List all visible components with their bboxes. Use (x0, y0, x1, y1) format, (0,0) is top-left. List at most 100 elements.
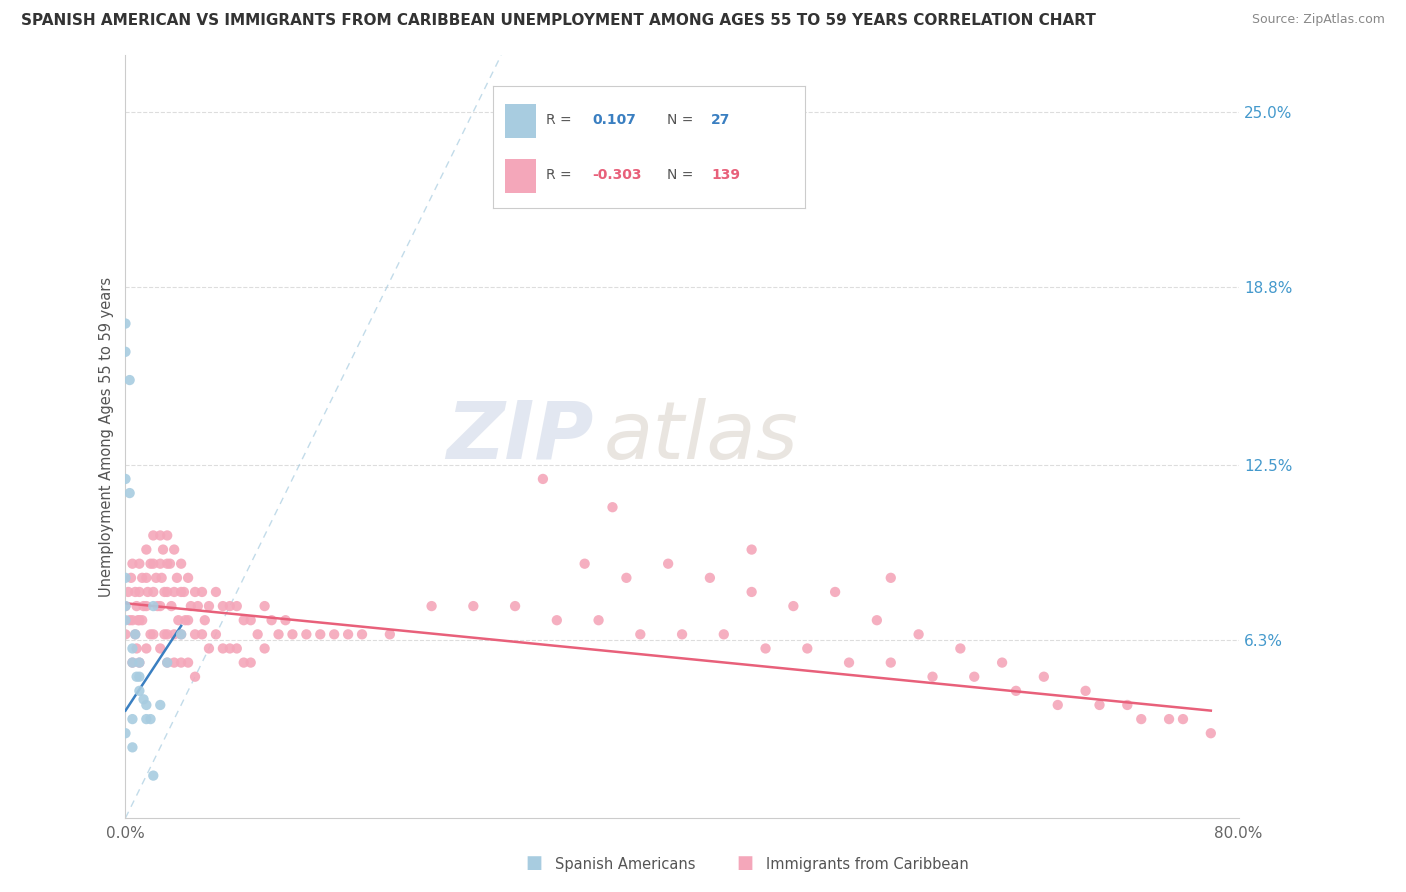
Point (177, 571, 200, 585)
Point (156, 585, 179, 599)
Point (531, 472, 554, 486)
Point (135, 599, 157, 613)
Point (880, 571, 903, 585)
Point (114, 571, 136, 585)
Point (118, 486, 141, 500)
Point (173, 585, 195, 599)
Point (156, 557, 179, 571)
Point (152, 542, 174, 557)
Point (921, 670, 943, 684)
Point (114, 613, 136, 627)
Point (232, 656, 254, 670)
Point (114, 726, 136, 740)
Point (212, 641, 235, 656)
Point (121, 656, 143, 670)
Point (180, 599, 202, 613)
Point (838, 656, 860, 670)
Point (170, 627, 193, 641)
Point (657, 557, 679, 571)
Text: SPANISH AMERICAN VS IMMIGRANTS FROM CARIBBEAN UNEMPLOYMENT AMONG AGES 55 TO 59 Y: SPANISH AMERICAN VS IMMIGRANTS FROM CARI… (21, 13, 1095, 29)
Point (127, 613, 149, 627)
Point (602, 500, 624, 515)
Point (253, 599, 276, 613)
Point (121, 712, 143, 726)
Point (671, 627, 693, 641)
Point (142, 557, 165, 571)
Point (142, 769, 165, 783)
Point (128, 683, 150, 698)
Point (232, 613, 254, 627)
Point (212, 599, 235, 613)
Point (170, 557, 193, 571)
Point (166, 571, 188, 585)
Point (135, 712, 157, 726)
Point (546, 613, 568, 627)
Point (142, 599, 165, 613)
Point (156, 656, 179, 670)
Point (267, 627, 290, 641)
Point (125, 599, 148, 613)
Point (128, 613, 150, 627)
Point (139, 627, 162, 641)
Point (128, 585, 150, 599)
Point (239, 656, 262, 670)
Point (128, 656, 150, 670)
Point (121, 740, 143, 755)
Point (191, 585, 214, 599)
Point (796, 641, 818, 656)
Point (114, 599, 136, 613)
Point (149, 698, 172, 712)
Point (782, 599, 804, 613)
Point (118, 373, 141, 387)
Point (323, 627, 346, 641)
Point (124, 627, 146, 641)
Point (1199, 726, 1222, 740)
Point (713, 627, 735, 641)
Point (198, 641, 221, 656)
Point (187, 599, 209, 613)
Text: ■: ■ (737, 855, 754, 872)
Text: Immigrants from Caribbean: Immigrants from Caribbean (766, 857, 969, 872)
Text: Spanish Americans: Spanish Americans (555, 857, 696, 872)
Point (463, 599, 485, 613)
Point (121, 613, 143, 627)
Point (153, 585, 176, 599)
Point (741, 585, 763, 599)
Point (163, 585, 186, 599)
Point (309, 627, 332, 641)
Point (146, 599, 169, 613)
Point (163, 627, 186, 641)
Point (218, 641, 240, 656)
Point (120, 571, 142, 585)
Point (1005, 683, 1028, 698)
Point (149, 528, 172, 542)
Point (194, 613, 217, 627)
Point (135, 571, 157, 585)
Point (156, 528, 179, 542)
Point (184, 585, 207, 599)
Point (253, 641, 276, 656)
Point (1046, 698, 1069, 712)
Point (160, 599, 183, 613)
Point (139, 557, 162, 571)
Point (118, 613, 141, 627)
Point (170, 627, 193, 641)
Point (350, 627, 373, 641)
Point (114, 344, 136, 359)
Point (114, 472, 136, 486)
Point (142, 627, 165, 641)
Point (205, 627, 228, 641)
Point (135, 542, 157, 557)
Point (378, 627, 401, 641)
Point (225, 641, 247, 656)
Point (156, 656, 179, 670)
Point (163, 656, 186, 670)
Point (170, 656, 193, 670)
Point (281, 627, 304, 641)
Point (125, 641, 148, 656)
Point (121, 557, 143, 571)
Point (174, 613, 197, 627)
Point (114, 317, 136, 331)
Point (824, 585, 846, 599)
Point (159, 557, 181, 571)
